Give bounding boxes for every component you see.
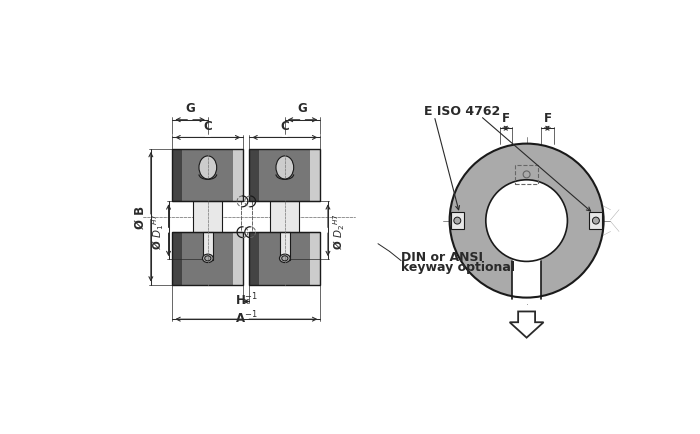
Text: H$^{-1}$: H$^{-1}$ — [234, 291, 258, 308]
Polygon shape — [449, 144, 603, 298]
Polygon shape — [172, 233, 183, 285]
Polygon shape — [233, 233, 244, 285]
Text: C: C — [204, 120, 212, 133]
Polygon shape — [280, 233, 290, 260]
Polygon shape — [310, 150, 321, 202]
Polygon shape — [310, 233, 321, 285]
Polygon shape — [233, 150, 244, 202]
Circle shape — [592, 217, 599, 224]
Polygon shape — [183, 233, 233, 285]
Ellipse shape — [276, 157, 294, 180]
Text: C: C — [281, 120, 289, 133]
Polygon shape — [249, 150, 260, 202]
Text: G: G — [298, 102, 307, 115]
Polygon shape — [510, 312, 544, 338]
Text: DIN or ANSI: DIN or ANSI — [401, 251, 483, 264]
Text: Ø B: Ø B — [134, 206, 146, 229]
Polygon shape — [203, 233, 213, 260]
Text: F: F — [543, 112, 552, 124]
Ellipse shape — [202, 254, 214, 263]
Polygon shape — [512, 260, 541, 304]
Text: A$^{-1}$: A$^{-1}$ — [235, 309, 258, 326]
Polygon shape — [270, 202, 300, 233]
Polygon shape — [451, 213, 464, 230]
Polygon shape — [183, 150, 233, 202]
Polygon shape — [589, 213, 603, 230]
Polygon shape — [260, 233, 310, 285]
Polygon shape — [260, 150, 310, 202]
Text: E ISO 4762: E ISO 4762 — [424, 105, 500, 118]
Polygon shape — [193, 202, 223, 233]
Text: keyway optional: keyway optional — [401, 261, 515, 274]
Ellipse shape — [279, 254, 290, 263]
Text: Ø $D_2$$^{H7}$: Ø $D_2$$^{H7}$ — [331, 212, 346, 249]
Ellipse shape — [199, 157, 217, 180]
Text: Ø $D_1$$^{H7}$: Ø $D_1$$^{H7}$ — [150, 212, 166, 249]
Circle shape — [454, 217, 461, 224]
Polygon shape — [172, 150, 183, 202]
Text: F: F — [502, 112, 510, 124]
Polygon shape — [249, 233, 260, 285]
Circle shape — [486, 181, 568, 262]
Text: G: G — [186, 102, 195, 115]
